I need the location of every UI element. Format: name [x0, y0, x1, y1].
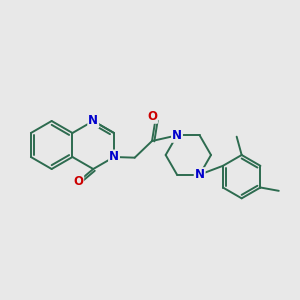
- Text: O: O: [147, 110, 157, 123]
- Text: N: N: [88, 115, 98, 128]
- Text: N: N: [109, 151, 119, 164]
- Text: N: N: [195, 168, 205, 181]
- Text: N: N: [172, 129, 182, 142]
- Text: O: O: [73, 175, 83, 188]
